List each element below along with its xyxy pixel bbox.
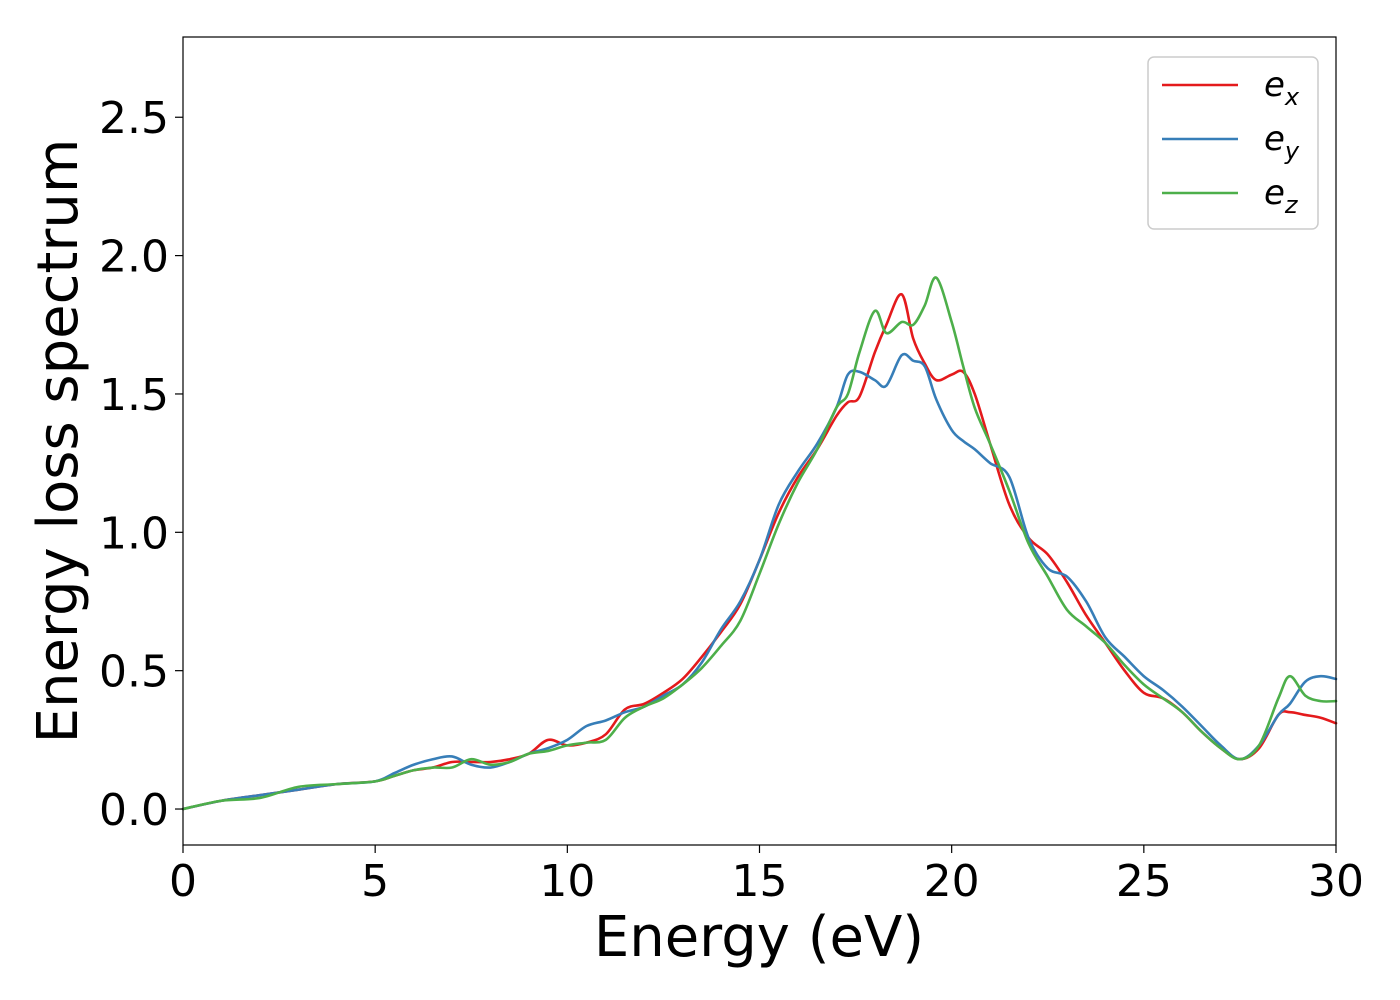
- y-axis-label: Energy loss spectrum: [26, 139, 91, 744]
- y-tick-label: 0.0: [99, 785, 169, 836]
- x-tick-label: 30: [1308, 856, 1364, 907]
- x-tick-label: 5: [361, 856, 389, 907]
- x-tick-label: 15: [732, 856, 788, 907]
- y-tick-label: 1.5: [99, 370, 169, 421]
- legend-box: [1147, 56, 1319, 230]
- x-tick-label: 25: [1116, 856, 1172, 907]
- x-tick-label: 10: [539, 856, 595, 907]
- y-tick-label: 2.5: [99, 93, 169, 144]
- series-line-z: [181, 276, 1338, 811]
- y-axis-ticks: 0.0 0.5 1.0 1.5 2.0 2.5: [99, 93, 183, 836]
- x-axis-ticks: 0 5 10 15 20 25 30: [169, 845, 1364, 907]
- series-layer: [181, 276, 1338, 811]
- y-tick-label: 1.0: [99, 508, 169, 559]
- y-tick-label: 0.5: [99, 647, 169, 698]
- x-tick-label: 0: [169, 856, 197, 907]
- series-line-y: [181, 352, 1338, 811]
- x-axis-label: Energy (eV): [594, 905, 924, 970]
- x-tick-label: 20: [924, 856, 980, 907]
- y-tick-label: 2.0: [99, 232, 169, 283]
